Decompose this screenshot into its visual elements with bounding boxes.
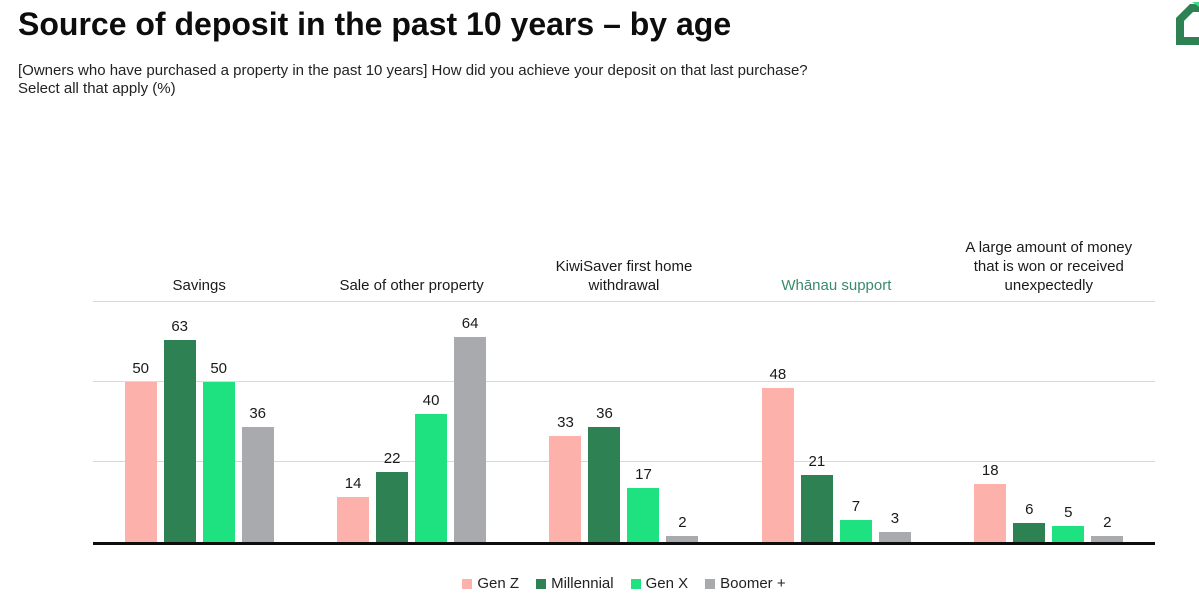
- bar-boomer: 36: [241, 405, 274, 542]
- chart-legend: Gen Z Millennial Gen X Boomer +: [93, 575, 1155, 592]
- category-label-text: Whānau support: [781, 277, 892, 294]
- bar-millennial: 36: [588, 405, 621, 542]
- bar-gen-x: 5: [1052, 504, 1085, 542]
- bar-group: 48 21 7 3: [730, 302, 942, 542]
- bar-group: 14 22 40 64: [305, 302, 517, 542]
- bar-boomer: 3: [878, 510, 911, 542]
- bar-gen-z: 48: [761, 366, 794, 542]
- bar-gen-x: 7: [839, 498, 872, 542]
- bar-value-label: 64: [461, 315, 479, 333]
- legend-item: Millennial: [536, 575, 614, 592]
- bar-boomer: 64: [454, 315, 487, 542]
- chart-subtitle: [Owners who have purchased a property in…: [18, 62, 808, 98]
- bar-group: 50 63 50 36: [93, 302, 305, 542]
- category-label: Whānau support: [730, 232, 942, 302]
- bar-value-label: 21: [808, 452, 826, 470]
- bar-value-label: 33: [557, 414, 574, 432]
- legend-item: Boomer +: [705, 575, 786, 592]
- legend-item: Gen X: [630, 575, 689, 592]
- bar-value-label: 2: [1103, 513, 1112, 531]
- category-label-text: Sale of other property: [339, 277, 484, 294]
- legend-swatch-icon: [536, 578, 547, 589]
- category-label-text: KiwiSaver first home withdrawal: [555, 258, 693, 294]
- legend-item: Gen Z: [462, 575, 519, 592]
- legend-label: Boomer +: [720, 575, 786, 592]
- bar-boomer: 2: [666, 514, 699, 542]
- bar-value-label: 5: [1064, 504, 1073, 521]
- subtitle-line-2: Select all that apply (%): [18, 80, 176, 97]
- bar-value-label: 48: [769, 366, 787, 384]
- bar-value-label: 6: [1025, 500, 1034, 518]
- bar-gen-x: 17: [627, 466, 660, 542]
- plot-area: 50 63 50 36 14 22 40 64 33 36 17 2 48 21 7 3 18 6 5 2: [93, 301, 1155, 545]
- bar-value-label: 63: [171, 318, 189, 336]
- category-labels-row: Savings Sale of other property KiwiSaver f…: [93, 232, 1155, 302]
- bar-value-label: 36: [596, 404, 613, 422]
- bar-gen-z: 14: [337, 475, 370, 542]
- legend-label: Gen X: [645, 575, 689, 592]
- category-label-text: Savings: [172, 277, 226, 294]
- bar-chart: Savings Sale of other property KiwiSaver f…: [93, 232, 1155, 592]
- category-label: KiwiSaver first home withdrawal: [518, 232, 730, 302]
- bar-value-label: 50: [132, 360, 150, 378]
- bar-value-label: 2: [678, 513, 687, 531]
- bar-millennial: 22: [376, 450, 409, 542]
- bar-value-label: 3: [890, 510, 900, 528]
- legend-label: Millennial: [551, 575, 614, 592]
- gridline: [93, 381, 1155, 383]
- bar-value-label: 40: [422, 392, 440, 409]
- bar-gen-z: 50: [124, 360, 157, 542]
- page-title: Source of deposit in the past 10 years –…: [18, 6, 732, 42]
- bar-value-label: 36: [249, 404, 267, 422]
- bar-groups-layer: 50 63 50 36 14 22 40 64 33 36 17 2 48 21 7 3 18 6 5 2: [93, 302, 1155, 542]
- bar-value-label: 18: [981, 462, 999, 480]
- bar-value-label: 7: [851, 497, 861, 515]
- bar-gen-z: 33: [549, 414, 582, 542]
- legend-label: Gen Z: [477, 575, 520, 592]
- bar-gen-z: 18: [974, 462, 1007, 542]
- bar-group: 18 6 5 2: [943, 302, 1155, 542]
- category-label: Sale of other property: [305, 232, 517, 302]
- category-label-text: A large amount of money that is won or r…: [965, 239, 1133, 294]
- gridline: [93, 461, 1155, 463]
- bar-boomer: 2: [1091, 514, 1124, 542]
- bar-value-label: 22: [383, 449, 401, 467]
- gridline: [93, 301, 1155, 302]
- legend-swatch-icon: [705, 578, 716, 589]
- bar-gen-x: 40: [415, 392, 448, 542]
- bar-group: 33 36 17 2: [518, 302, 730, 542]
- bar-millennial: 6: [1013, 501, 1046, 542]
- legend-swatch-icon: [462, 578, 473, 589]
- legend-swatch-icon: [630, 578, 641, 589]
- bar-gen-x: 50: [202, 360, 235, 542]
- bar-millennial: 21: [800, 453, 833, 542]
- category-label: Savings: [93, 232, 305, 302]
- bar-value-label: 14: [344, 475, 362, 493]
- bar-millennial: 63: [163, 318, 196, 542]
- category-label: A large amount of money that is won or r…: [943, 232, 1155, 302]
- bar-value-label: 17: [635, 465, 652, 483]
- green-house-logo-icon: [1175, 2, 1199, 48]
- subtitle-line-1: [Owners who have purchased a property in…: [18, 62, 808, 79]
- bar-value-label: 50: [210, 360, 228, 378]
